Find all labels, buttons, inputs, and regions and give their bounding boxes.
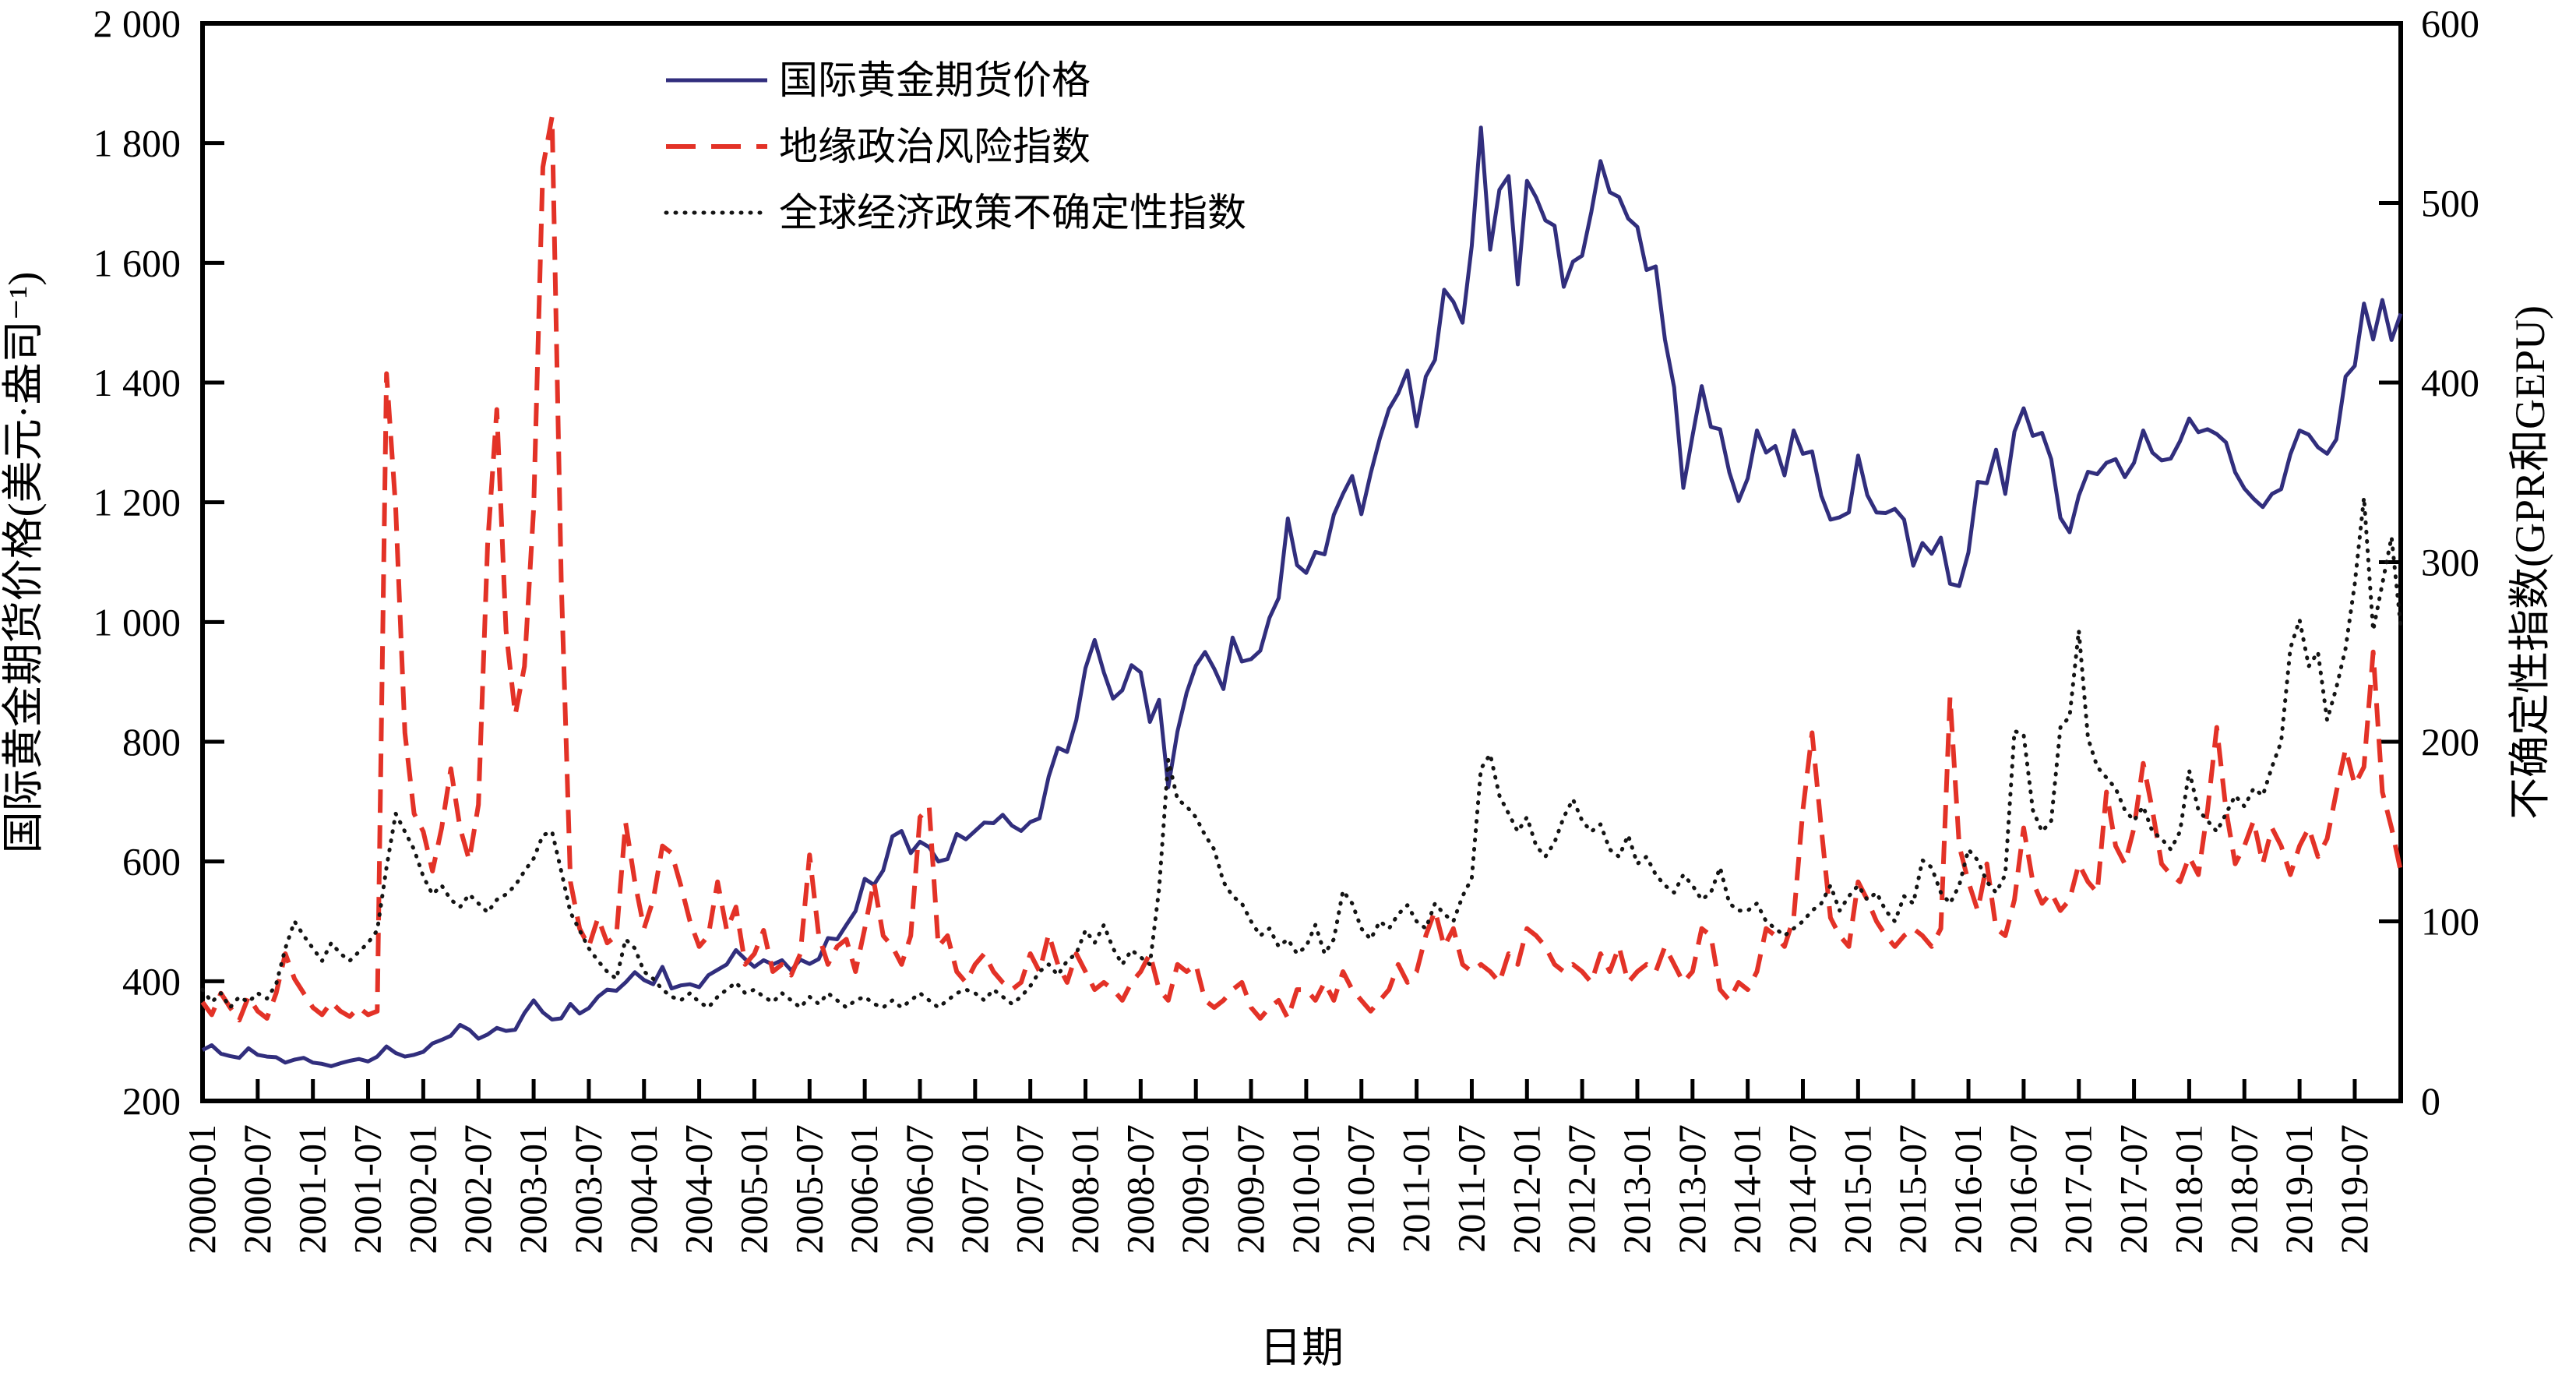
x-tick-label: 2006-01 — [842, 1124, 886, 1254]
x-tick-label: 2011-01 — [1394, 1124, 1438, 1253]
right-axis-ticks — [2379, 21, 2401, 1103]
x-tick-label: 2012-01 — [1504, 1124, 1548, 1254]
x-tick-label: 2017-01 — [2056, 1124, 2100, 1254]
x-tick-label: 2019-07 — [2332, 1124, 2376, 1254]
x-tick-label: 2009-01 — [1173, 1124, 1217, 1254]
x-tick-label: 2008-07 — [1118, 1124, 1161, 1254]
x-tick-label: 2008-01 — [1063, 1124, 1107, 1254]
x-tick-label: 2001-01 — [291, 1124, 334, 1254]
x-axis-tick-labels: 2000-01 2000-07 2001-01 2001-07 2002-01 2002-… — [180, 1124, 2376, 1254]
x-tick-label: 2005-07 — [787, 1124, 830, 1254]
x-tick-label: 2003-01 — [511, 1124, 555, 1254]
right-tick-label: 600 — [2421, 2, 2479, 45]
left-tick-label: 1 000 — [93, 600, 181, 644]
right-tick-label: 0 — [2421, 1079, 2440, 1123]
left-tick-label: 1 600 — [93, 241, 181, 284]
left-axis-title: 国际黄金期货价格(美元·盎司⁻¹) — [0, 272, 47, 854]
right-tick-label: 400 — [2421, 361, 2479, 404]
right-axis-tick-labels: 600 500 400 300 200 100 0 — [2421, 2, 2479, 1123]
x-tick-label: 2012-07 — [1559, 1124, 1603, 1254]
x-tick-label: 2010-01 — [1284, 1124, 1327, 1254]
x-tick-label: 2018-01 — [2166, 1124, 2210, 1254]
legend-label-gpr: 地缘政治风险指数 — [779, 125, 1091, 168]
x-tick-label: 2011-07 — [1449, 1124, 1492, 1253]
x-tick-label: 2001-07 — [346, 1124, 389, 1254]
left-tick-label: 400 — [122, 959, 181, 1003]
right-axis-title: 不确定性指数(GPR和GEPU) — [2507, 305, 2553, 820]
x-tick-label: 2004-07 — [677, 1124, 721, 1254]
x-tick-label: 2015-01 — [1835, 1124, 1879, 1254]
x-tick-label: 2018-07 — [2222, 1124, 2265, 1254]
x-tick-label: 2002-07 — [456, 1124, 499, 1254]
legend: 国际黄金期货价格 地缘政治风险指数 全球经济政策不确定性指数 — [664, 58, 1246, 235]
right-tick-label: 100 — [2421, 900, 2479, 944]
x-tick-label: 2013-07 — [1670, 1124, 1714, 1254]
left-tick-label: 1 200 — [93, 481, 181, 524]
gold-price-line — [201, 125, 2403, 1068]
x-tick-label: 2014-01 — [1725, 1124, 1769, 1254]
x-axis-title: 日期 — [1260, 1325, 1344, 1371]
x-tick-label: 2004-01 — [622, 1124, 665, 1254]
left-tick-label: 1 800 — [93, 122, 181, 165]
x-tick-label: 2005-01 — [731, 1124, 775, 1254]
left-tick-label: 200 — [122, 1079, 181, 1123]
left-tick-label: 600 — [122, 840, 181, 884]
left-tick-label: 2 000 — [93, 2, 181, 45]
x-tick-label: 2006-07 — [897, 1124, 941, 1254]
gpr-index-line — [200, 114, 2403, 1023]
legend-label-gold: 国际黄金期货价格 — [779, 58, 1091, 102]
x-tick-label: 2016-07 — [2001, 1124, 2045, 1254]
gepu-index-line — [200, 496, 2403, 1010]
right-tick-label: 500 — [2421, 182, 2479, 225]
legend-label-gepu: 全球经济政策不确定性指数 — [779, 191, 1246, 235]
x-tick-label: 2007-01 — [953, 1124, 996, 1254]
x-tick-label: 2007-07 — [1008, 1124, 1052, 1254]
x-tick-label: 2010-07 — [1339, 1124, 1383, 1254]
x-tick-label: 2002-01 — [400, 1124, 444, 1254]
x-tick-label: 2016-01 — [1946, 1124, 1989, 1254]
right-tick-label: 200 — [2421, 720, 2479, 764]
x-tick-label: 2003-07 — [566, 1124, 610, 1254]
x-tick-label: 2000-07 — [235, 1124, 279, 1254]
left-axis-ticks — [203, 21, 224, 1103]
x-tick-label: 2000-01 — [180, 1124, 224, 1254]
x-tick-label: 2019-01 — [2277, 1124, 2321, 1254]
x-tick-label: 2013-01 — [1615, 1124, 1658, 1254]
left-tick-label: 800 — [122, 720, 181, 764]
series-lines — [200, 114, 2403, 1068]
x-tick-label: 2017-07 — [2112, 1124, 2155, 1254]
x-axis-ticks — [200, 1079, 2357, 1101]
left-axis-tick-labels: 2 000 1 800 1 600 1 400 1 200 1 000 800 600 400 2… — [93, 2, 181, 1123]
left-tick-label: 1 400 — [93, 361, 181, 404]
x-tick-label: 2014-07 — [1781, 1124, 1824, 1254]
x-tick-label: 2015-07 — [1891, 1124, 1934, 1254]
right-tick-label: 300 — [2421, 541, 2479, 584]
x-tick-label: 2009-07 — [1228, 1124, 1272, 1254]
